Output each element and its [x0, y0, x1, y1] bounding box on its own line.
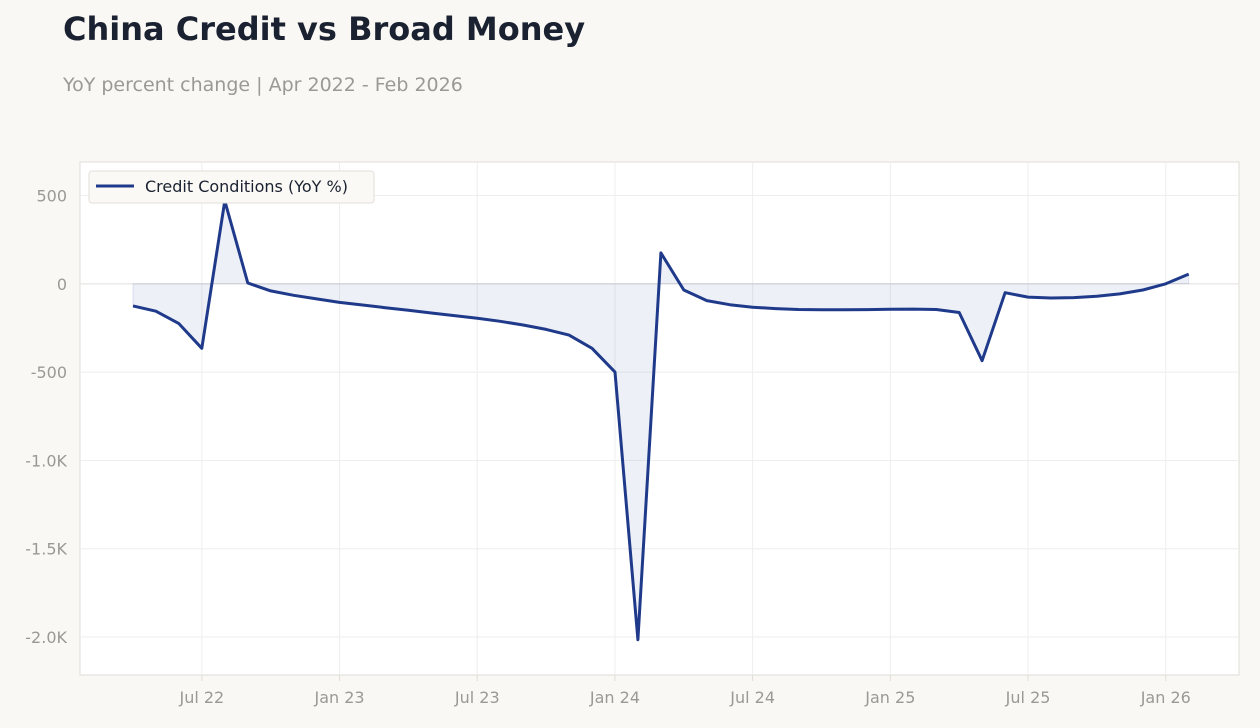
- grid: [80, 162, 1239, 675]
- x-tick-label: Jan 25: [864, 688, 915, 707]
- y-axis-ticks: 500 0 -500 -1.0K -1.5K -2.0K: [25, 187, 67, 647]
- series-line: [132, 199, 1190, 642]
- x-tick-label: Jul 22: [178, 688, 224, 707]
- legend-box: [88, 170, 375, 204]
- x-tick-label: Jul 24: [729, 688, 775, 707]
- x-tick-label: Jan 24: [589, 688, 640, 707]
- x-axis-ticks: Jul 22 Jan 23 Jul 23 Jan 24 Jul 24 Jan 25 Jul …: [178, 675, 1191, 707]
- x-tick-label: Jan 23: [313, 688, 364, 707]
- legend-label: Credit Conditions (YoY %): [145, 177, 348, 196]
- chart-subtitle: YoY percent change | Apr 2022 - Feb 2026: [63, 74, 463, 96]
- y-tick-label: -1.5K: [25, 540, 67, 559]
- y-tick-label: 0: [57, 275, 67, 294]
- legend: Credit Conditions (YoY %): [88, 170, 375, 204]
- x-tick-label: Jan 26: [1140, 688, 1191, 707]
- x-tick-label: Jul 23: [454, 688, 500, 707]
- chart-title: China Credit vs Broad Money: [63, 10, 586, 48]
- y-tick-label: -2.0K: [25, 628, 67, 647]
- x-tick-label: Jul 25: [1005, 688, 1051, 707]
- y-tick-label: -1.0K: [25, 451, 67, 470]
- plot-area: [79, 161, 1240, 676]
- y-tick-label: 500: [36, 187, 67, 206]
- y-tick-label: -500: [31, 363, 67, 382]
